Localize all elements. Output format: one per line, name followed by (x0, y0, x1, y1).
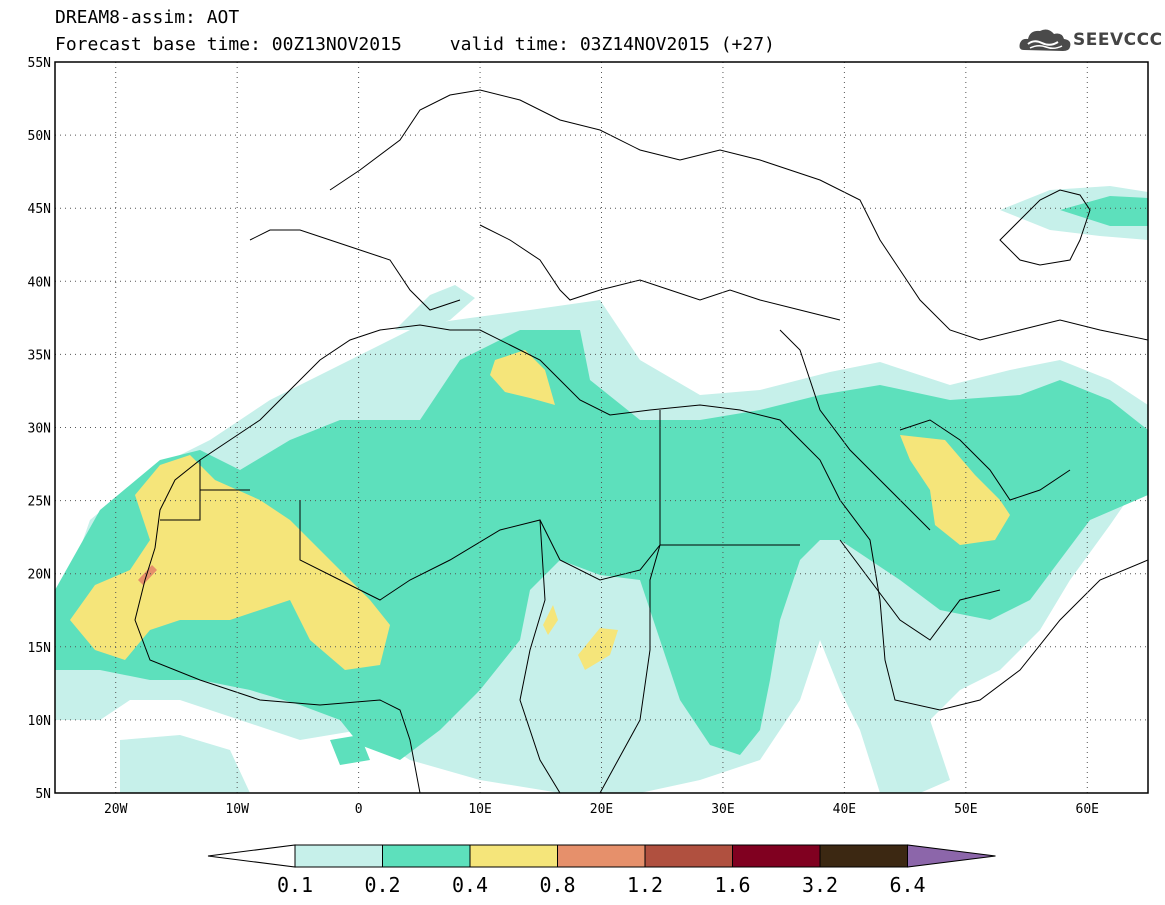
lon-label: 20W (104, 802, 128, 817)
colorbar-box (294, 844, 383, 868)
map-title: DREAM8-assim: AOT (55, 7, 240, 28)
colorbar-box (469, 844, 558, 868)
colorbar-label: 1.6 (714, 873, 750, 897)
colorbar-box (557, 844, 646, 868)
lat-label: 45N (28, 202, 51, 217)
lat-label: 5N (35, 787, 51, 802)
aot-band-0.2-caspian (1060, 196, 1148, 226)
colorbar-over-arrow (907, 844, 996, 868)
lat-label: 20N (28, 568, 51, 583)
lon-label: 30E (711, 802, 734, 817)
lat-label: 50N (28, 129, 51, 144)
lon-label: 60E (1076, 802, 1099, 817)
colorbar-under-arrow (207, 844, 296, 868)
aot-band-0.4-small (543, 605, 558, 635)
longitude-labels: 20W 10W 0 10E 20E 30E 40E 50E 60E (104, 802, 1099, 817)
colorbar-label: 0.8 (539, 873, 575, 897)
aot-band-0.8-mauritania (138, 565, 157, 585)
coastlines (134, 89, 1148, 793)
lat-label: 55N (28, 56, 51, 71)
aot-shading (55, 186, 1148, 793)
lat-label: 40N (28, 275, 51, 290)
lon-label: 0 (355, 802, 363, 817)
aot-band-0.4-chad (578, 628, 618, 670)
colorbar-box (819, 844, 908, 868)
lon-label: 10W (225, 802, 249, 817)
base-time-label: Forecast base time: 00Z13NOV2015 (55, 34, 402, 55)
lat-label: 15N (28, 641, 51, 656)
colorbar-label: 0.4 (452, 873, 488, 897)
aot-band-0.2-patch (330, 735, 370, 765)
colorbar-label: 3.2 (802, 873, 838, 897)
colorbar-label: 6.4 (889, 873, 925, 897)
colorbar: 0.1 0.2 0.4 0.8 1.2 1.6 3.2 6.4 (207, 844, 996, 897)
map-subtitle: Forecast base time: 00Z13NOV2015 valid ti… (55, 35, 775, 55)
seevccc-logo: SEEVCCC (1018, 24, 1162, 56)
colorbar-label: 1.2 (627, 873, 663, 897)
lon-label: 40E (833, 802, 856, 817)
lat-label: 30N (28, 422, 51, 437)
map-grid (55, 62, 1148, 793)
aot-band-0.4-gulf (900, 435, 1010, 545)
lon-label: 50E (954, 802, 977, 817)
colorbar-box (732, 844, 821, 868)
map-frame (54, 61, 1149, 794)
lon-label: 20E (590, 802, 613, 817)
valid-time-label: valid time: 03Z14NOV2015 (+27) (449, 34, 775, 55)
aot-band-0.1-iberia (395, 285, 475, 330)
logo-label: SEEVCCC (1073, 30, 1163, 50)
lat-label: 10N (28, 714, 51, 729)
aot-band-0.4-west-africa (70, 455, 390, 670)
latitude-labels: 55N 50N 45N 40N 35N 30N 25N 20N 15N 10N 5N (28, 56, 51, 802)
colorbar-label: 0.1 (277, 873, 313, 897)
aot-band-0.4-tunisia (490, 350, 555, 405)
colorbar-box (644, 844, 733, 868)
lon-label: 10E (468, 802, 491, 817)
lat-label: 35N (28, 348, 51, 363)
cloud-icon (1019, 29, 1071, 51)
aot-band-0.1-west-plume (120, 735, 250, 793)
lat-label: 25N (28, 495, 51, 510)
colorbar-box (382, 844, 471, 868)
colorbar-label: 0.2 (364, 873, 400, 897)
